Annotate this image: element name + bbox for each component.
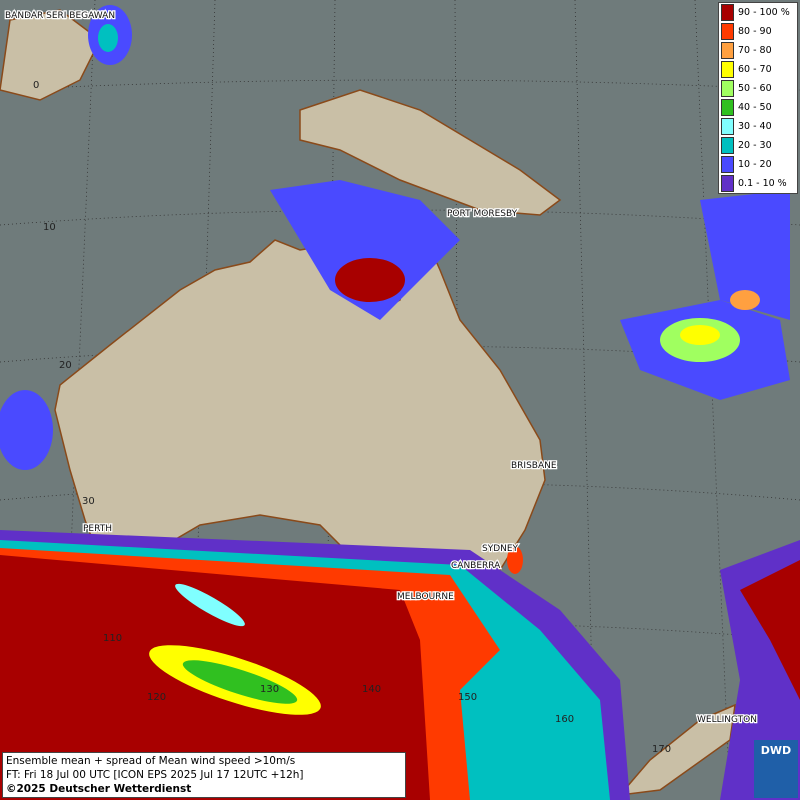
legend-swatch — [721, 61, 734, 78]
grid-label: 140 — [362, 684, 381, 695]
legend-swatch — [721, 137, 734, 154]
legend-swatch — [721, 4, 734, 21]
legend-swatch — [721, 23, 734, 40]
legend-item: 30 - 40 — [719, 117, 797, 136]
city-label: WELLINGTON — [697, 715, 757, 725]
grid-label: 30 — [82, 496, 95, 507]
legend-swatch — [721, 80, 734, 97]
probability-field — [0, 5, 800, 800]
city-label: SYDNEY — [482, 544, 519, 554]
grid-label: 130 — [260, 684, 279, 695]
legend-item: 50 - 60 — [719, 79, 797, 98]
grid-label: 160 — [555, 714, 574, 725]
grid-label: 110 — [103, 633, 122, 644]
labels: BANDAR SERI BEGAWAN PORT MORESBY BRISBANE S… — [4, 10, 758, 755]
legend-item: 70 - 80 — [719, 41, 797, 60]
legend-swatch — [721, 156, 734, 173]
grid-label: 120 — [147, 692, 166, 703]
city-label: MELBOURNE — [397, 592, 454, 602]
footer-line: Ensemble mean + spread of Mean wind spee… — [6, 755, 296, 767]
city-label: CANBERRA — [451, 561, 501, 571]
city-label: BRISBANE — [511, 461, 557, 471]
legend-label: 20 - 30 — [738, 140, 772, 151]
legend-label: 90 - 100 % — [738, 7, 790, 18]
footer-line: ©2025 Deutscher Wetterdienst — [6, 783, 192, 795]
logo: DWD — [754, 740, 798, 798]
grid-label: 20 — [59, 360, 72, 371]
legend-item: 80 - 90 — [719, 22, 797, 41]
city-label: BANDAR SERI BEGAWAN — [5, 11, 115, 21]
legend-label: 60 - 70 — [738, 64, 772, 75]
legend-label: 10 - 20 — [738, 159, 772, 170]
grid-label: 0 — [33, 80, 39, 91]
legend-swatch — [721, 118, 734, 135]
legend-swatch — [721, 99, 734, 116]
legend-item: 90 - 100 % — [719, 3, 797, 22]
legend-swatch — [721, 175, 734, 192]
legend-item: 0.1 - 10 % — [719, 174, 797, 193]
legend-label: 40 - 50 — [738, 102, 772, 113]
grid-label: 10 — [43, 222, 56, 233]
grid-label: 150 — [458, 692, 477, 703]
legend-item: 10 - 20 — [719, 155, 797, 174]
legend-label: 50 - 60 — [738, 83, 772, 94]
city-label: PORT MORESBY — [447, 209, 518, 219]
legend-swatch — [721, 42, 734, 59]
legend-label: 80 - 90 — [738, 26, 772, 37]
legend-item: 20 - 30 — [719, 136, 797, 155]
legend: 90 - 100 % 80 - 90 70 - 80 60 - 70 50 - 60 40… — [718, 2, 798, 194]
legend-item: 60 - 70 — [719, 60, 797, 79]
footer: Ensemble mean + spread of Mean wind spee… — [2, 752, 406, 798]
legend-label: 30 - 40 — [738, 121, 772, 132]
legend-label: 70 - 80 — [738, 45, 772, 56]
grid-label: 170 — [652, 744, 671, 755]
legend-label: 0.1 - 10 % — [738, 178, 787, 189]
legend-item: 40 - 50 — [719, 98, 797, 117]
footer-line: FT: Fri 18 Jul 00 UTC [ICON EPS 2025 Jul… — [6, 769, 304, 781]
city-label: PERTH — [83, 524, 112, 534]
